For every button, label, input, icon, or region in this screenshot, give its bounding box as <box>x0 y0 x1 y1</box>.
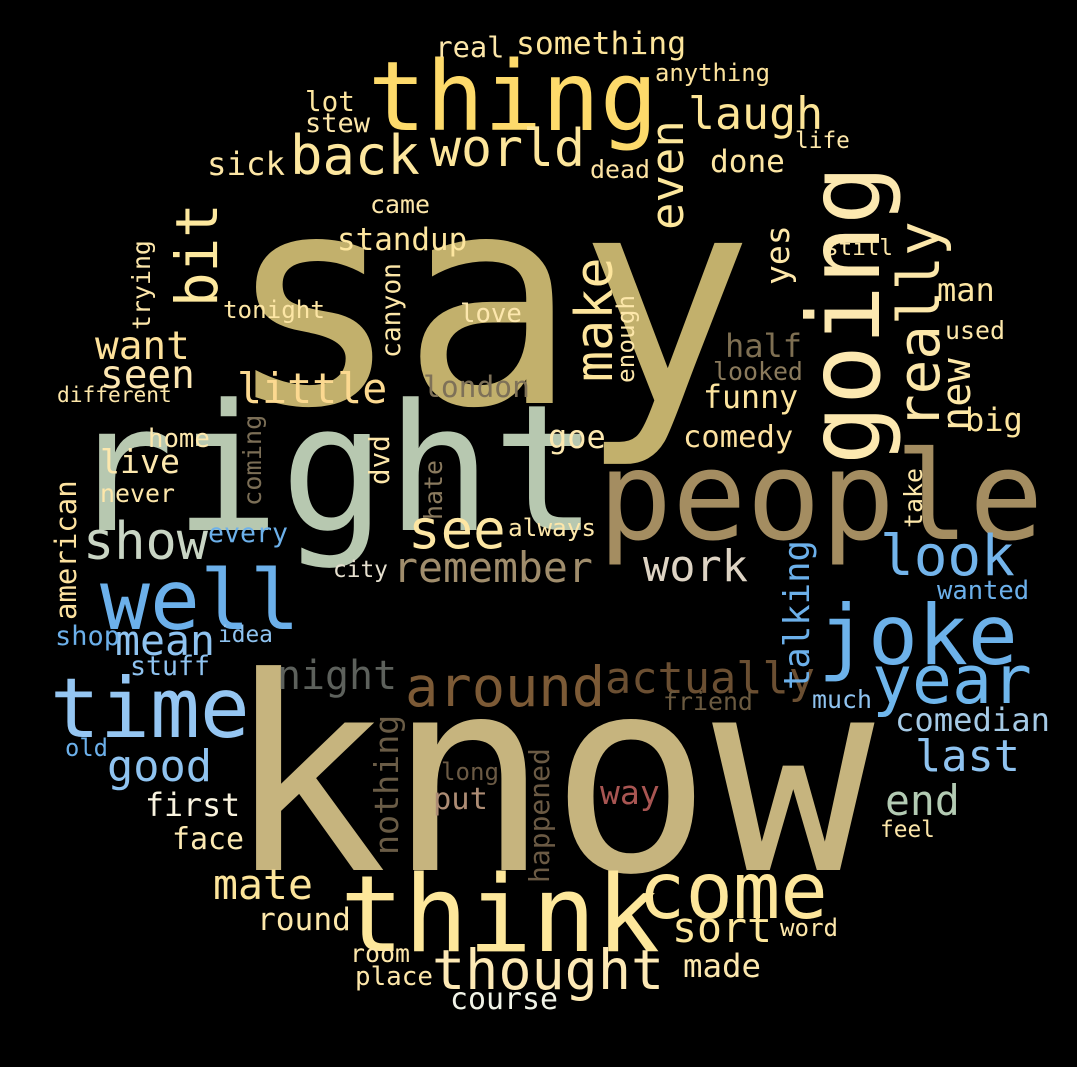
word-bit: bit <box>164 203 232 308</box>
word-made: made <box>683 946 762 985</box>
word-anything: anything <box>655 59 771 88</box>
word-place: place <box>355 962 433 993</box>
word-dvd: dvd <box>363 435 397 485</box>
word-wanted: wanted <box>937 576 1030 607</box>
word-always: always <box>508 512 597 542</box>
word-city: city <box>333 556 388 583</box>
word-feel: feel <box>880 816 935 843</box>
word-london: london <box>423 370 530 405</box>
word-end: end <box>885 777 960 826</box>
word-sick: sick <box>207 144 286 183</box>
word-shop: shop <box>55 620 121 652</box>
word-home: home <box>148 424 210 455</box>
word-way: way <box>600 772 660 812</box>
word-still: still <box>825 234 894 261</box>
word-comedian: comedian <box>895 701 1051 740</box>
word-old: old <box>65 734 108 763</box>
word-funny: funny <box>703 380 799 417</box>
word-live: live <box>100 441 180 481</box>
word-put: put <box>433 782 488 818</box>
word-room: room <box>350 938 410 968</box>
word-man: man <box>937 271 995 310</box>
word-idea: idea <box>218 621 273 648</box>
word-thing: thing <box>368 40 658 153</box>
word-going: going <box>786 164 904 465</box>
word-joke: joke <box>818 586 1018 684</box>
word-seen: seen <box>100 352 195 399</box>
word-night: night <box>277 653 398 700</box>
word-used: used <box>945 315 1005 345</box>
word-well: well <box>100 551 300 649</box>
word-mate: mate <box>213 859 313 909</box>
word-yes: yes <box>758 225 798 285</box>
word-different: different <box>57 382 172 408</box>
word-come: come <box>638 844 828 937</box>
word-work: work <box>643 541 748 592</box>
word-real: real <box>435 30 505 65</box>
word-never: never <box>100 478 175 508</box>
word-hate: hate <box>418 460 448 520</box>
word-came: came <box>370 189 430 219</box>
word-much: much <box>812 684 872 714</box>
word-trying: trying <box>127 240 157 330</box>
word-comedy: comedy <box>683 419 794 455</box>
word-know: know <box>225 619 875 934</box>
word-world: world <box>430 118 586 179</box>
word-time: time <box>50 659 250 757</box>
word-first: first <box>145 788 241 825</box>
word-around: around <box>405 656 606 721</box>
word-course: course <box>450 982 558 1018</box>
word-talking: talking <box>777 540 819 690</box>
word-sort: sort <box>672 902 772 952</box>
word-take: take <box>898 468 928 528</box>
word-want: want <box>95 323 190 370</box>
word-coming: coming <box>238 414 268 506</box>
word-last: last <box>915 731 1020 782</box>
word-see: see <box>408 497 506 561</box>
word-happened: happened <box>523 748 557 883</box>
word-tonight: tonight <box>223 295 325 324</box>
word-love: love <box>460 299 522 330</box>
word-something: something <box>516 26 687 63</box>
word-friend: friend <box>663 686 753 716</box>
word-long: long <box>441 757 500 786</box>
word-little: little <box>237 364 388 414</box>
word-laugh: laugh <box>688 86 824 140</box>
word-even: even <box>640 120 694 230</box>
word-people: people <box>598 425 1044 569</box>
word-good: good <box>107 741 212 792</box>
word-canyon: canyon <box>377 263 408 358</box>
word-half: half <box>725 326 803 365</box>
word-enough: enough <box>610 294 640 383</box>
word-back: back <box>290 123 420 187</box>
word-nothing: nothing <box>367 714 407 855</box>
word-think: think <box>340 852 660 977</box>
word-show: show <box>83 512 208 573</box>
word-round: round <box>257 901 351 938</box>
word-say: say <box>225 131 754 473</box>
word-remember: remember <box>393 542 593 592</box>
word-mean: mean <box>115 616 215 666</box>
word-big: big <box>965 401 1023 440</box>
word-goe: goe <box>548 418 606 457</box>
word-american: american <box>49 480 84 620</box>
word-lot: lot <box>305 84 355 118</box>
word-look: look <box>880 524 1015 590</box>
word-thought: thought <box>432 937 665 1002</box>
word-every: every <box>208 517 289 549</box>
word-life: life <box>795 127 850 154</box>
word-stuff: stuff <box>130 651 211 683</box>
word-done: done <box>710 144 785 181</box>
word-face: face <box>172 822 244 858</box>
word-year: year <box>872 641 1032 720</box>
word-looked: looked <box>713 356 803 386</box>
word-stew: stew <box>305 107 371 139</box>
word-right: right <box>68 366 599 572</box>
word-word: word <box>780 913 839 942</box>
word-standup: standup <box>337 221 468 258</box>
word-actually: actually <box>605 654 815 705</box>
word-dead: dead <box>590 154 650 184</box>
